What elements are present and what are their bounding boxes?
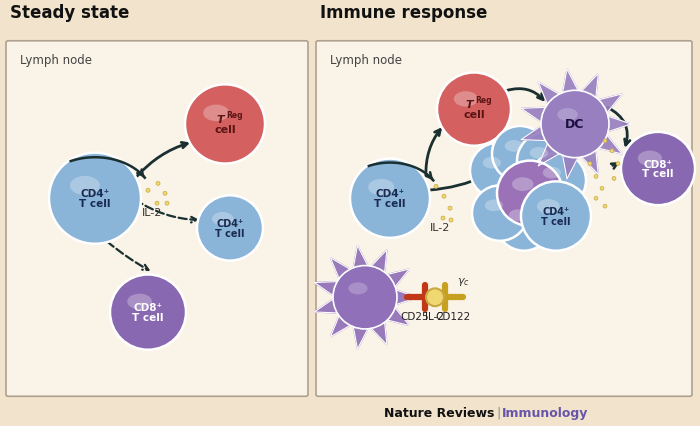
Text: T cell: T cell [216, 228, 245, 238]
Circle shape [616, 162, 620, 166]
Text: DC: DC [566, 118, 584, 131]
Text: CD4⁺: CD4⁺ [80, 189, 110, 199]
Ellipse shape [557, 109, 578, 122]
Circle shape [165, 202, 169, 206]
Circle shape [520, 181, 576, 236]
Ellipse shape [537, 200, 560, 214]
Text: IL-2: IL-2 [142, 207, 162, 218]
Circle shape [603, 205, 607, 209]
FancyBboxPatch shape [6, 42, 308, 396]
Text: IL-2: IL-2 [430, 222, 450, 232]
Circle shape [594, 175, 598, 179]
Ellipse shape [484, 200, 503, 212]
Ellipse shape [127, 294, 152, 310]
Circle shape [472, 186, 528, 241]
Circle shape [350, 159, 430, 238]
Circle shape [530, 153, 586, 209]
Circle shape [146, 189, 150, 193]
Text: T: T [466, 100, 473, 110]
Text: T cell: T cell [79, 199, 111, 209]
Text: IL-2: IL-2 [426, 311, 444, 321]
Text: |: | [496, 406, 500, 419]
Circle shape [521, 182, 591, 251]
Text: T cell: T cell [132, 312, 164, 322]
Circle shape [496, 196, 552, 251]
Ellipse shape [368, 179, 394, 196]
Circle shape [612, 177, 616, 181]
Circle shape [434, 185, 438, 189]
Circle shape [426, 289, 444, 306]
Circle shape [603, 140, 607, 143]
Circle shape [588, 162, 592, 166]
Circle shape [333, 266, 397, 329]
Circle shape [600, 187, 604, 191]
Ellipse shape [203, 105, 229, 122]
Circle shape [441, 216, 445, 221]
Text: Immunology: Immunology [502, 406, 589, 419]
Text: T cell: T cell [541, 216, 570, 227]
Ellipse shape [638, 151, 662, 167]
Text: Nature Reviews: Nature Reviews [384, 406, 494, 419]
Circle shape [197, 196, 263, 261]
Circle shape [497, 161, 563, 227]
Text: CD4⁺: CD4⁺ [375, 189, 405, 199]
Text: Lymph node: Lymph node [330, 54, 402, 66]
FancyBboxPatch shape [316, 42, 692, 396]
Circle shape [610, 150, 614, 153]
Text: T cell: T cell [643, 169, 673, 179]
Text: Reg: Reg [475, 96, 491, 105]
Circle shape [155, 202, 159, 206]
Ellipse shape [454, 92, 478, 107]
Circle shape [449, 219, 453, 222]
Circle shape [517, 134, 573, 189]
Text: CD8⁺: CD8⁺ [643, 159, 673, 169]
Ellipse shape [349, 283, 368, 295]
Circle shape [470, 144, 526, 199]
Circle shape [49, 153, 141, 244]
Circle shape [621, 132, 695, 206]
Ellipse shape [530, 148, 548, 159]
Text: cell: cell [463, 110, 485, 120]
Text: CD4⁺: CD4⁺ [216, 219, 244, 228]
Polygon shape [314, 246, 418, 349]
Text: Reg: Reg [226, 111, 243, 120]
Circle shape [163, 192, 167, 196]
Ellipse shape [542, 167, 561, 179]
Ellipse shape [212, 213, 234, 226]
Ellipse shape [509, 210, 527, 222]
Circle shape [110, 275, 186, 350]
Circle shape [448, 207, 452, 210]
Polygon shape [522, 70, 631, 179]
Text: CD25: CD25 [400, 311, 429, 321]
Text: Steady state: Steady state [10, 4, 130, 22]
Circle shape [492, 127, 548, 182]
Text: T cell: T cell [374, 199, 406, 209]
Text: cell: cell [214, 125, 236, 135]
Text: Immune response: Immune response [320, 4, 487, 22]
Circle shape [437, 73, 511, 147]
Text: CD4⁺: CD4⁺ [542, 207, 570, 216]
Text: $\gamma_c$: $\gamma_c$ [457, 276, 470, 288]
Text: T: T [216, 115, 224, 125]
Circle shape [442, 195, 446, 199]
Text: CD8⁺: CD8⁺ [134, 302, 162, 312]
Text: Lymph node: Lymph node [20, 54, 92, 66]
Circle shape [185, 85, 265, 164]
Ellipse shape [505, 141, 523, 153]
Ellipse shape [483, 158, 501, 169]
Circle shape [156, 182, 160, 186]
Circle shape [594, 197, 598, 201]
Ellipse shape [512, 178, 533, 192]
Text: CD122: CD122 [435, 311, 470, 321]
Circle shape [541, 91, 609, 158]
Ellipse shape [70, 176, 100, 196]
Ellipse shape [533, 195, 551, 207]
